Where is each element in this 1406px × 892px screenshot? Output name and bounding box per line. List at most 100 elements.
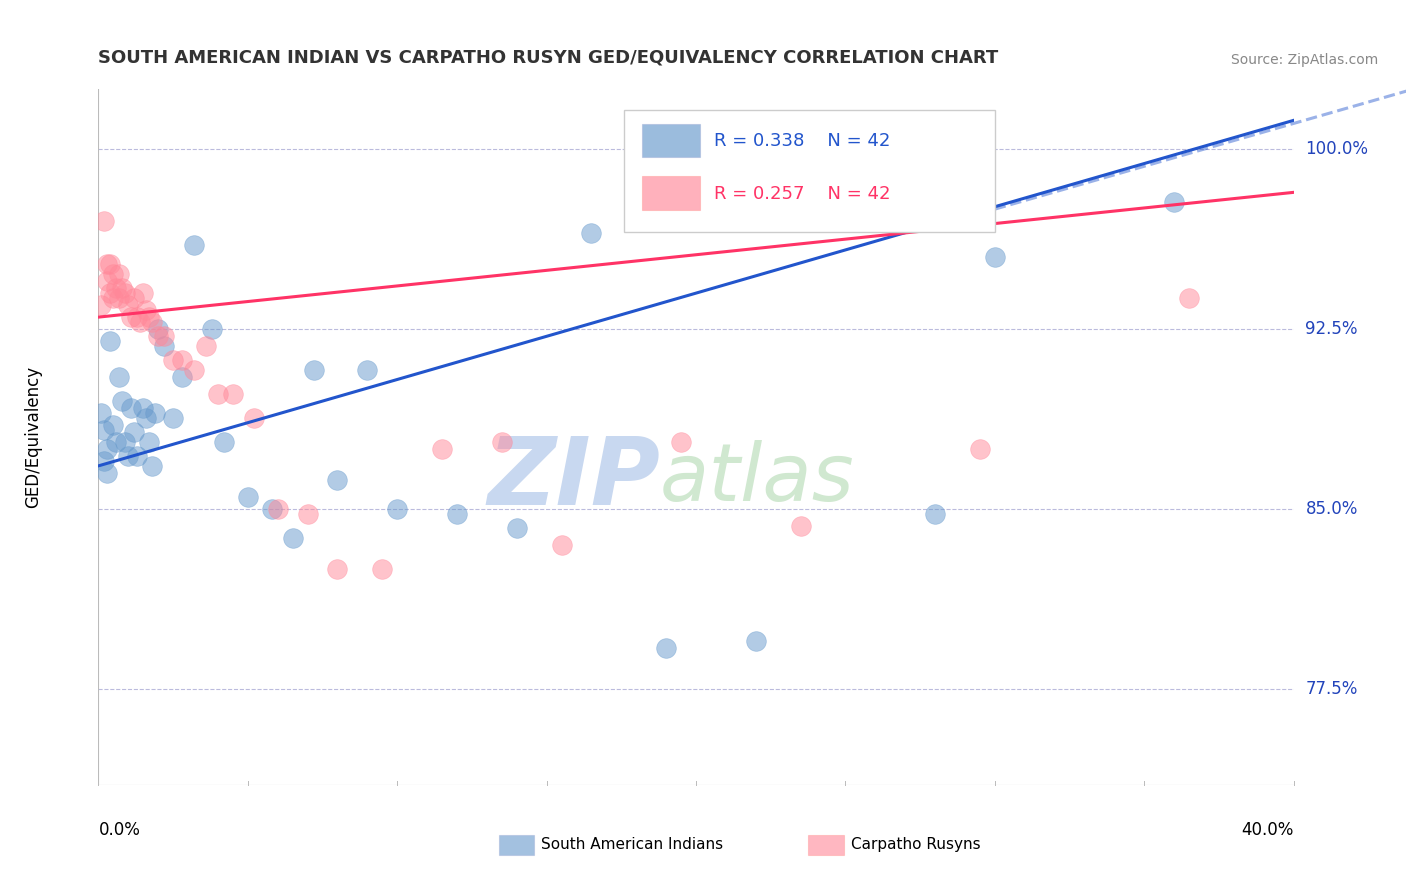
Point: [148, 322, 170, 336]
Point: [267, 502, 290, 516]
Point: [93, 423, 115, 437]
Point: [96, 442, 118, 456]
Text: 0.0%: 0.0%: [98, 821, 141, 838]
Point: [105, 281, 128, 295]
Point: [138, 310, 160, 325]
Point: [581, 226, 603, 240]
Point: [326, 562, 349, 576]
Point: [222, 387, 245, 401]
Point: [385, 502, 409, 516]
Point: [124, 291, 146, 305]
Point: [983, 250, 1005, 264]
Point: [153, 339, 176, 353]
Point: [132, 286, 155, 301]
Point: [96, 257, 118, 271]
Text: R = 0.257    N = 42: R = 0.257 N = 42: [714, 185, 890, 202]
Text: Source: ZipAtlas.com: Source: ZipAtlas.com: [1230, 53, 1378, 67]
Point: [302, 363, 325, 377]
Point: [93, 454, 115, 468]
Point: [111, 394, 134, 409]
Text: 40.0%: 40.0%: [1241, 821, 1294, 838]
Text: South American Indians: South American Indians: [541, 838, 724, 852]
Text: 92.5%: 92.5%: [1305, 320, 1358, 338]
Point: [124, 425, 146, 440]
Point: [430, 442, 453, 456]
Text: ZIP: ZIP: [488, 433, 661, 524]
Point: [446, 507, 468, 521]
Point: [141, 315, 163, 329]
Point: [162, 410, 184, 425]
Point: [550, 538, 572, 552]
Point: [105, 434, 128, 449]
Point: [297, 507, 319, 521]
Text: Carpatho Rusyns: Carpatho Rusyns: [851, 838, 980, 852]
Point: [132, 401, 155, 416]
Point: [371, 562, 394, 576]
Point: [745, 634, 768, 648]
Point: [98, 257, 122, 271]
Point: [120, 401, 142, 416]
Point: [90, 298, 112, 312]
FancyBboxPatch shape: [643, 124, 700, 157]
FancyBboxPatch shape: [643, 177, 700, 210]
Text: 85.0%: 85.0%: [1305, 500, 1358, 518]
Point: [108, 291, 131, 305]
Point: [506, 521, 529, 535]
Point: [114, 434, 136, 449]
Point: [162, 353, 184, 368]
Text: 77.5%: 77.5%: [1305, 680, 1358, 698]
Point: [260, 502, 283, 516]
Point: [356, 363, 378, 377]
Point: [172, 370, 194, 384]
Point: [491, 434, 513, 449]
Point: [90, 406, 112, 420]
Point: [117, 298, 139, 312]
Point: [148, 329, 170, 343]
Point: [924, 507, 946, 521]
Point: [183, 238, 205, 252]
Point: [1178, 291, 1201, 305]
Point: [969, 442, 991, 456]
Point: [129, 315, 152, 329]
Point: [93, 214, 115, 228]
Point: [103, 418, 125, 433]
Text: SOUTH AMERICAN INDIAN VS CARPATHO RUSYN GED/EQUIVALENCY CORRELATION CHART: SOUTH AMERICAN INDIAN VS CARPATHO RUSYN …: [98, 49, 998, 67]
Point: [98, 286, 122, 301]
Point: [236, 490, 259, 504]
Point: [172, 353, 194, 368]
Point: [120, 310, 142, 325]
Point: [117, 450, 139, 464]
FancyBboxPatch shape: [624, 110, 994, 232]
Point: [326, 473, 349, 487]
Point: [98, 334, 122, 348]
Text: R = 0.338    N = 42: R = 0.338 N = 42: [714, 132, 890, 151]
Point: [108, 267, 131, 281]
Point: [789, 519, 811, 533]
Point: [96, 274, 118, 288]
Text: atlas: atlas: [661, 440, 855, 518]
Point: [114, 286, 136, 301]
Point: [135, 302, 157, 317]
Point: [281, 531, 304, 545]
Point: [103, 267, 125, 281]
Point: [207, 387, 229, 401]
Point: [108, 370, 131, 384]
Point: [141, 458, 163, 473]
Point: [103, 291, 125, 305]
Point: [183, 363, 205, 377]
Point: [243, 410, 266, 425]
Point: [135, 410, 157, 425]
Point: [127, 310, 149, 325]
Point: [127, 450, 149, 464]
Point: [1163, 194, 1185, 209]
Text: 100.0%: 100.0%: [1305, 140, 1368, 158]
Point: [669, 434, 692, 449]
Point: [96, 466, 118, 480]
Point: [143, 406, 166, 420]
Point: [212, 434, 235, 449]
Point: [138, 434, 160, 449]
Point: [153, 329, 176, 343]
Point: [655, 641, 678, 656]
Point: [194, 339, 218, 353]
Text: GED/Equivalency: GED/Equivalency: [24, 366, 42, 508]
